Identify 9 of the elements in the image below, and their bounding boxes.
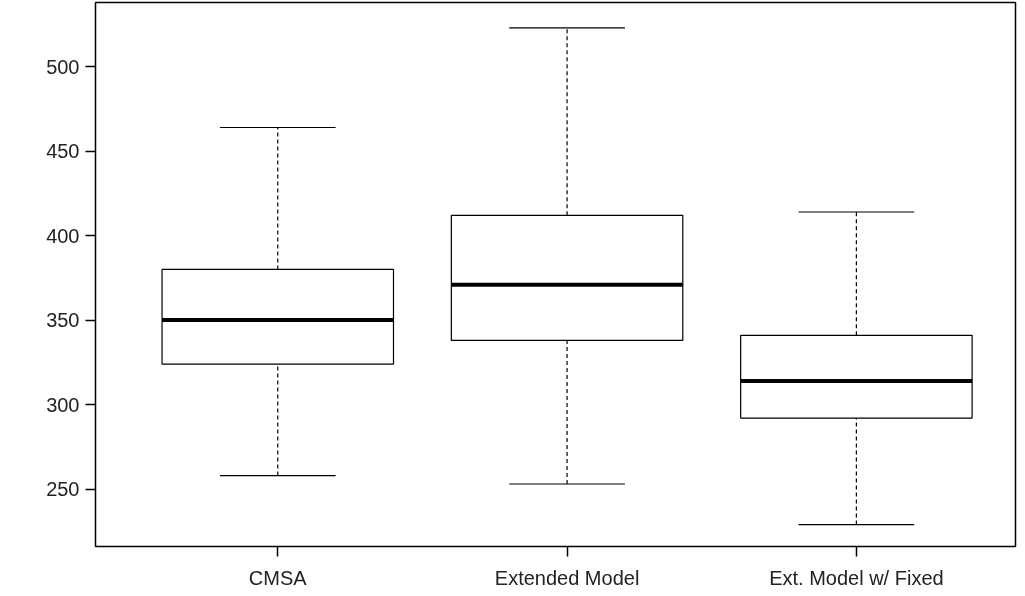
x-tick-label: Ext. Model w/ Fixed [769,566,944,589]
y-tick-label: 250 [46,478,80,501]
y-tick-label: 350 [46,309,80,332]
x-tick-label: CMSA [248,566,308,589]
y-tick-label: 500 [46,55,80,78]
y-tick-label: 450 [46,140,80,163]
y-tick-label: 400 [46,224,80,247]
y-tick-label: 300 [46,393,80,416]
x-tick-label: Extended Model [494,566,640,589]
